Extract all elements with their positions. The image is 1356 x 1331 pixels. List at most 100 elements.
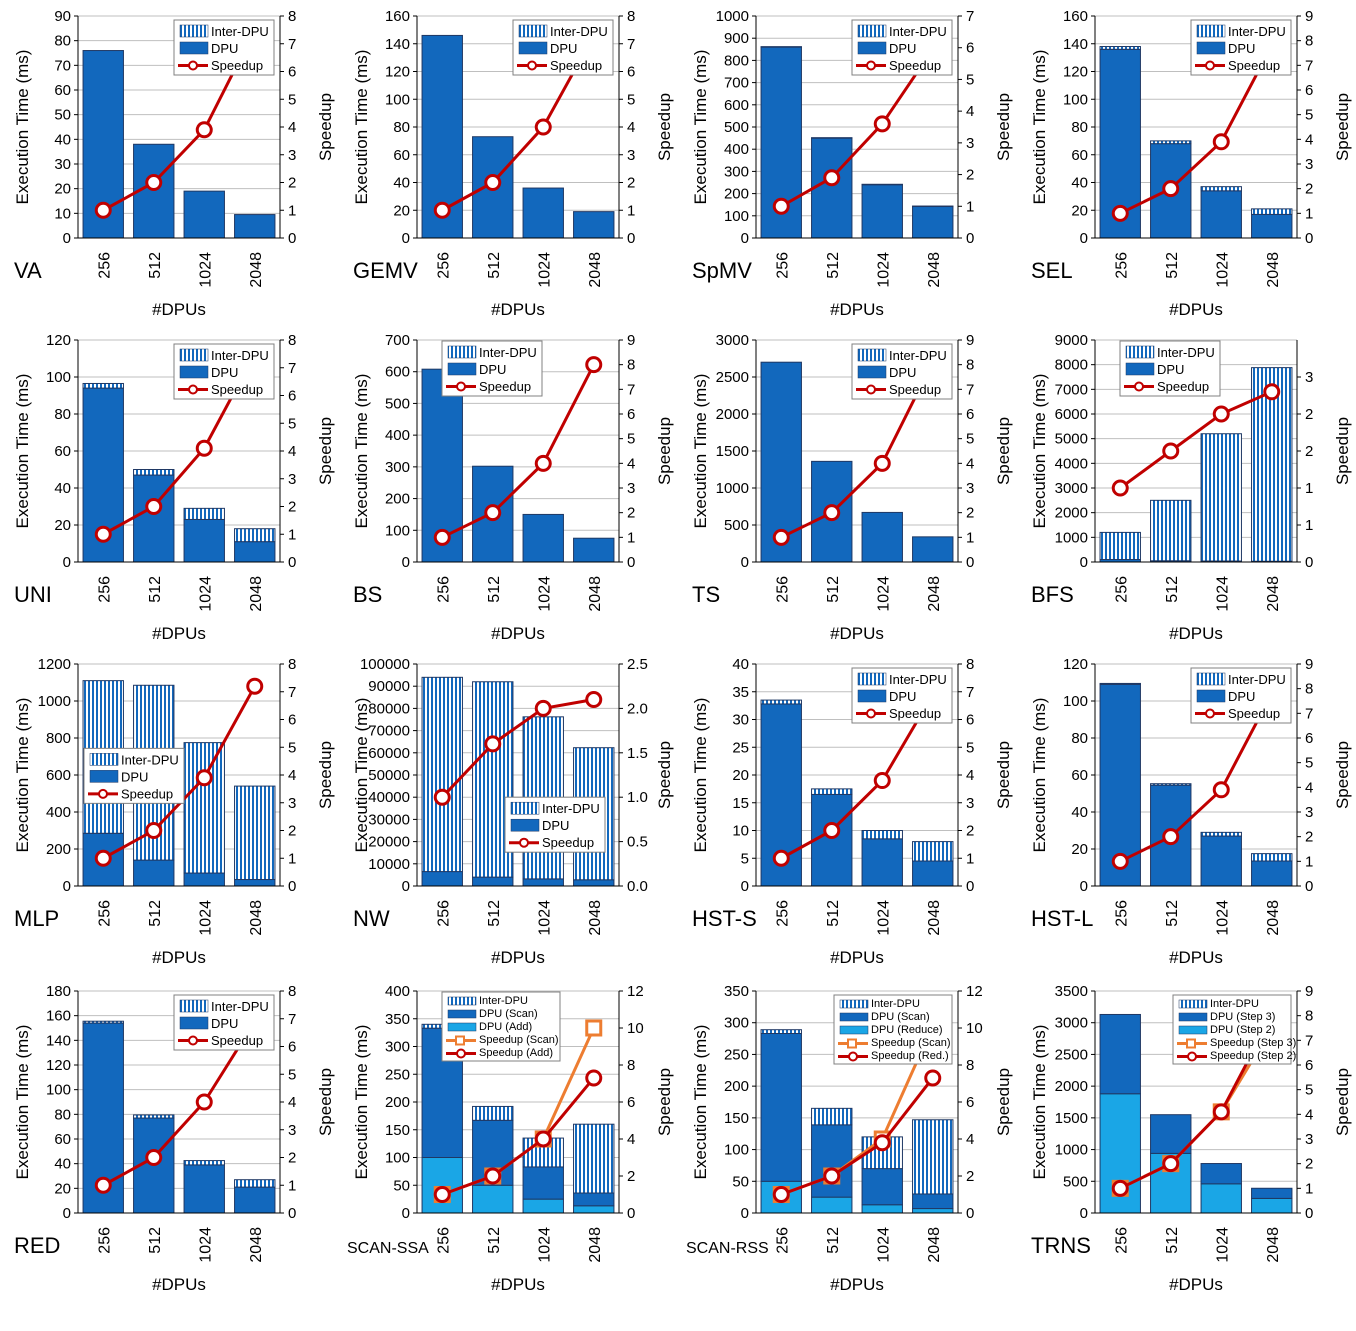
y2-tick-label: 2 (966, 823, 974, 840)
y2-tick-label: 2 (288, 499, 296, 516)
speedup-point (772, 528, 790, 546)
legend-swatch (447, 1022, 477, 1032)
y2-tick-label: 6 (1305, 1057, 1313, 1074)
legend-label: Speedup (1228, 706, 1280, 721)
y2-tick-label: 5 (1305, 1082, 1313, 1099)
legend-label: Inter-DPU (479, 345, 537, 360)
y2-tick-label: 3 (1305, 156, 1313, 173)
legend-label: Speedup (1228, 58, 1280, 73)
y-tick-label: 80 (1071, 119, 1088, 136)
bar-inter-dpu (912, 205, 954, 208)
legend-swatch (1178, 1012, 1208, 1022)
legend-label: Inter-DPU (211, 999, 269, 1014)
legend-swatch (1196, 672, 1226, 686)
chart-panel-mlp: 0 200 400 600 800 1000 1200 0 1 2 3 4 5 6 7 8 256 512 1024… (13, 656, 335, 967)
bar-inter-dpu (811, 1107, 853, 1126)
y-tick-label: 20 (54, 1180, 71, 1197)
legend-swatch-marker (1134, 381, 1144, 392)
speedup-point (534, 699, 552, 717)
y2-tick-label: 4 (1305, 131, 1313, 148)
x-axis-title: #DPUs (830, 300, 884, 319)
y-tick-label: 50000 (368, 767, 410, 784)
legend: Inter-DPU DPU Speedup (1119, 340, 1221, 397)
x-tick-label: 512 (825, 576, 842, 603)
legend-swatch (179, 365, 209, 379)
y2-axis-title: Speedup (655, 741, 674, 809)
bar-dpu (183, 190, 225, 239)
y2-tick-label: 2 (1305, 829, 1313, 846)
y2-tick-label: 6 (966, 40, 974, 57)
bar-dpu (1099, 683, 1141, 887)
legend-swatch (857, 41, 887, 55)
x-tick-label: 2048 (1265, 1227, 1282, 1263)
legend-swatch (857, 672, 887, 686)
y-tick-label: 1000 (716, 480, 749, 497)
bar-inter-dpu (183, 1160, 225, 1166)
legend-label: Speedup (Step 2) (1210, 1050, 1296, 1062)
benchmark-label: HST-S (692, 906, 757, 931)
benchmark-label: RED (14, 1233, 60, 1258)
y2-tick-label: 1 (288, 526, 296, 543)
legend-swatch (89, 770, 119, 783)
y-tick-label: 2500 (716, 369, 749, 386)
benchmark-label: BS (353, 582, 382, 607)
legend-label: DPU (550, 41, 577, 56)
bar-inter-dpu (1099, 531, 1141, 561)
y-tick-label: 40 (393, 175, 410, 192)
y2-tick-label: 0 (966, 230, 974, 247)
bar-inter-dpu (811, 788, 853, 795)
y-tick-label: 0 (63, 554, 71, 571)
y-axis-title: Execution Time (ms) (352, 374, 371, 529)
y-tick-label: 80 (393, 119, 410, 136)
y-tick-label: 400 (724, 141, 749, 158)
y2-tick-label: 1 (1305, 1180, 1313, 1197)
speedup-line (780, 48, 934, 208)
benchmark-label: GEMV (353, 258, 418, 283)
y2-axis-title: Speedup (655, 93, 674, 161)
y2-tick-label: 3 (288, 471, 296, 488)
y-tick-label: 0 (63, 230, 71, 247)
y-tick-label: 0 (741, 878, 749, 895)
y-axis-title: Execution Time (ms) (13, 50, 32, 205)
bar-dpu (861, 184, 903, 239)
y2-tick-label: 4 (288, 443, 296, 460)
bar-dpu-reduce (861, 1204, 903, 1214)
y2-tick-label: 9 (1305, 8, 1313, 25)
y2-tick-label: 6 (1305, 82, 1313, 99)
y2-tick-label: 2 (288, 175, 296, 192)
speedup-line (780, 361, 935, 539)
speedup-point (823, 1167, 841, 1185)
speedup-point (585, 356, 603, 374)
legend-label: DPU (Scan) (871, 1011, 930, 1023)
y-tick-label: 400 (46, 804, 71, 821)
x-axis-title: #DPUs (491, 1275, 545, 1294)
legend-label: DPU (1228, 689, 1255, 704)
y2-tick-label: 1 (288, 1177, 296, 1194)
speedup-point (246, 677, 264, 695)
bar-dpu (912, 205, 954, 239)
y2-tick-label: 12 (627, 983, 644, 1000)
legend-label: Inter-DPU (550, 24, 608, 39)
legend: Inter-DPU DPU Speedup (1190, 19, 1292, 76)
legend: Inter-DPU DPU Speedup (83, 747, 185, 804)
y-tick-label: 30000 (368, 811, 410, 828)
y-tick-label: 120 (46, 332, 71, 349)
y2-tick-label: 5 (288, 415, 296, 432)
y-tick-label: 800 (46, 730, 71, 747)
legend-label: Inter-DPU (479, 995, 528, 1007)
legend-label: DPU (1157, 362, 1184, 377)
y2-axis-title: Speedup (316, 93, 335, 161)
y2-tick-label: 5 (966, 739, 974, 756)
bar-inter-dpu (1200, 831, 1242, 837)
legend-label: Speedup (Add) (479, 1047, 553, 1059)
benchmark-label: BFS (1031, 582, 1074, 607)
benchmark-label: SCAN-RSS (686, 1240, 769, 1257)
speedup-line (780, 693, 935, 860)
y2-tick-label: 3 (288, 1122, 296, 1139)
legend-swatch-marker (866, 60, 876, 71)
speedup-point (1111, 1179, 1129, 1197)
y-tick-label: 40 (54, 1156, 71, 1173)
y-tick-label: 100 (385, 1150, 410, 1167)
